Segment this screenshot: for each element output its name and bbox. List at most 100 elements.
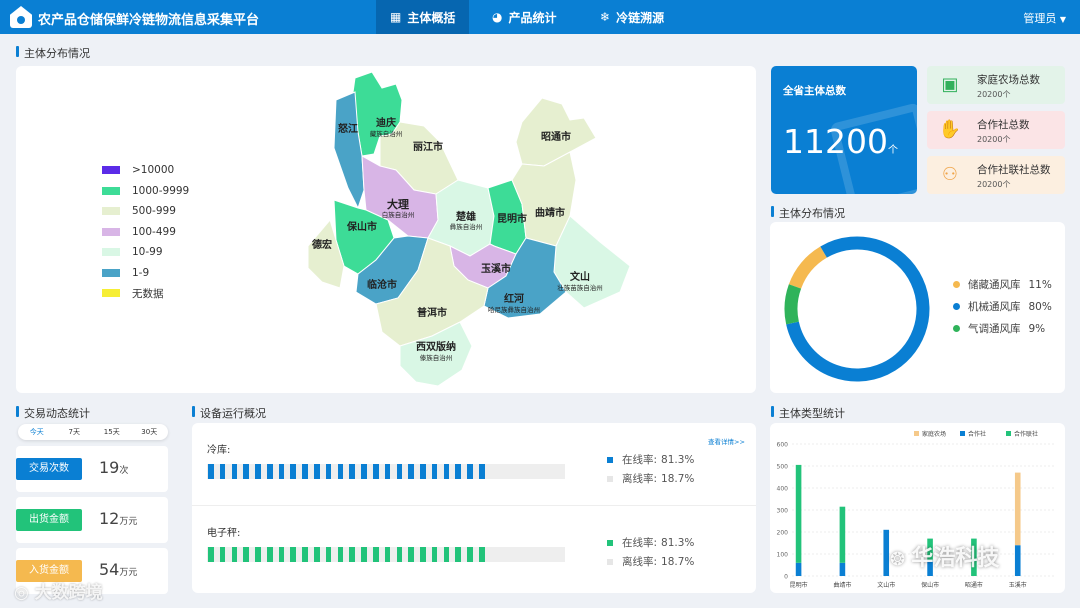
logo-icon <box>10 6 32 28</box>
summary-card-1: ✋ 合作社总数 20200个 <box>927 111 1065 149</box>
region-label: 德宏 <box>311 238 332 251</box>
legend-item: 100-499 <box>102 222 189 243</box>
bar-segment <box>243 464 249 479</box>
tab-period[interactable]: 今天 <box>29 428 44 436</box>
app-title: 农产品仓储保鲜冷链物流信息采集平台 <box>38 13 260 28</box>
region-label: 大理 <box>387 197 409 211</box>
y-tick-label: 500 <box>777 464 789 471</box>
view-details-link[interactable]: 查看详情>> <box>708 438 745 446</box>
bar-segment <box>278 464 285 479</box>
yunnan-map: 迪庆 藏族自治州 怒江 丽江市 昭通市 大理 白族自治州 楚雄 彝族自治州 昆明… <box>307 71 631 387</box>
bar-segment <box>302 547 308 562</box>
region-honghe[interactable] <box>483 237 567 319</box>
bar-segment <box>325 464 332 479</box>
nav-trace[interactable]: ❄ 冷链溯源 <box>600 10 665 25</box>
bar-segment <box>443 464 450 479</box>
region-label: 普洱市 <box>417 306 447 319</box>
region-sublabel: 傣族自治州 <box>420 353 453 362</box>
bar-segment <box>431 547 438 562</box>
trade-period-tabs: 今天 7天 15天 30天 <box>18 424 168 440</box>
region-zhaotong[interactable] <box>515 97 597 167</box>
region-label: 临沧市 <box>367 278 397 291</box>
bar-合作联社 <box>927 538 933 561</box>
region-label: 西双版纳 <box>416 340 456 353</box>
legend-label: 1-9 <box>132 266 150 279</box>
map-legend: >10000 1000-9999 500-999 100-499 10-99 1-9 无数据 <box>102 160 189 304</box>
x-tick-label: 曲靖市 <box>833 581 851 589</box>
bar-segment <box>361 464 367 479</box>
bar-合作社 <box>883 529 890 576</box>
equipment-label: 电子秤: <box>207 528 241 539</box>
region-label: 曲靖市 <box>535 206 565 219</box>
region-wenshan[interactable] <box>553 215 631 309</box>
bar-合作社 <box>927 560 933 576</box>
bar-segment <box>302 464 308 479</box>
region-label: 昆明市 <box>497 212 527 225</box>
y-tick-label: 100 <box>777 552 789 559</box>
chart-legend-label: 合作联社 <box>1014 430 1038 438</box>
offline-swatch <box>607 475 613 482</box>
handshake-icon: ✋ <box>938 119 962 140</box>
region-xishuangbanna[interactable] <box>399 321 473 387</box>
tab-period[interactable]: 7天 <box>68 428 80 436</box>
user-menu[interactable]: 管理员 ▼ <box>1023 12 1066 25</box>
tab-period[interactable]: 15天 <box>103 428 120 436</box>
region-puer[interactable] <box>375 237 489 347</box>
bar-segment <box>337 464 344 479</box>
bar-合作社 <box>839 562 846 576</box>
region-label: 昭通市 <box>541 130 571 143</box>
region-dehong[interactable] <box>307 218 345 289</box>
bar-segment <box>255 464 261 479</box>
bar-segment <box>420 547 426 562</box>
region-sublabel: 藏族自治州 <box>370 129 403 138</box>
equipment-label: 冷库: <box>207 445 231 456</box>
summary-card-2: ⚇ 合作社联社总数 20200个 <box>927 156 1065 194</box>
offline-rate: 离线率: 18.7% <box>607 554 694 569</box>
bar-segment <box>278 547 285 562</box>
region-sublabel: 哈尼族彝族自治州 <box>488 305 540 314</box>
chart-legend-label: 合作社 <box>968 430 986 438</box>
equipment-bar-fill <box>208 547 485 562</box>
people-icon: ⚇ <box>941 164 959 185</box>
section-title-distribution: 主体分布情况 <box>771 205 845 221</box>
region-label: 文山 <box>570 270 590 283</box>
bar-合作社 <box>1014 545 1021 576</box>
bar-segment <box>361 547 367 562</box>
legend-item: 1000-9999 <box>102 181 189 202</box>
nav-products[interactable]: ◕ 产品统计 <box>492 10 557 25</box>
legend-label: 10-99 <box>132 246 163 259</box>
total-card: 全省主体总数 11200个 <box>771 66 917 194</box>
bar-segment <box>478 464 485 479</box>
trade-stat-value: 12万元 <box>99 509 138 528</box>
equipment-card <box>192 423 756 593</box>
summary-label: 合作社联社总数 <box>977 164 1051 176</box>
legend-item: 500-999 <box>102 201 189 222</box>
bar-合作联社 <box>795 464 802 563</box>
bar-segment <box>325 547 332 562</box>
donut-chart <box>784 236 930 382</box>
x-tick-label: 昆明市 <box>790 581 808 589</box>
y-tick-label: 200 <box>777 530 789 537</box>
legend-item: >10000 <box>102 160 189 181</box>
bar-segment <box>455 547 461 562</box>
bar-segment <box>443 547 450 562</box>
bar-segment <box>208 464 214 479</box>
farm-icon: ▣ <box>941 74 959 95</box>
bar-segment <box>219 464 226 479</box>
bar-segment <box>384 464 391 479</box>
tab-period[interactable]: 30天 <box>141 428 158 436</box>
bar-segment <box>467 547 473 562</box>
trade-stat-value: 19次 <box>99 458 129 477</box>
caret-down-icon: ▼ <box>1059 15 1066 24</box>
nav-overview[interactable]: ▦ 主体概括 <box>376 0 470 34</box>
online-rate: 在线率: 81.3% <box>607 535 694 550</box>
donut-legend-pct: 11% <box>1028 278 1052 291</box>
trade-stat-label: 交易次数 <box>16 458 82 480</box>
bar-segment <box>266 547 273 562</box>
bar-segment <box>478 547 485 562</box>
snowflake-icon: ❄ <box>600 10 611 24</box>
legend-swatch <box>102 186 120 195</box>
watermark-logo-icon: ◎ <box>14 583 35 603</box>
legend-swatch <box>102 248 120 257</box>
bar-家庭农场 <box>1014 472 1021 546</box>
